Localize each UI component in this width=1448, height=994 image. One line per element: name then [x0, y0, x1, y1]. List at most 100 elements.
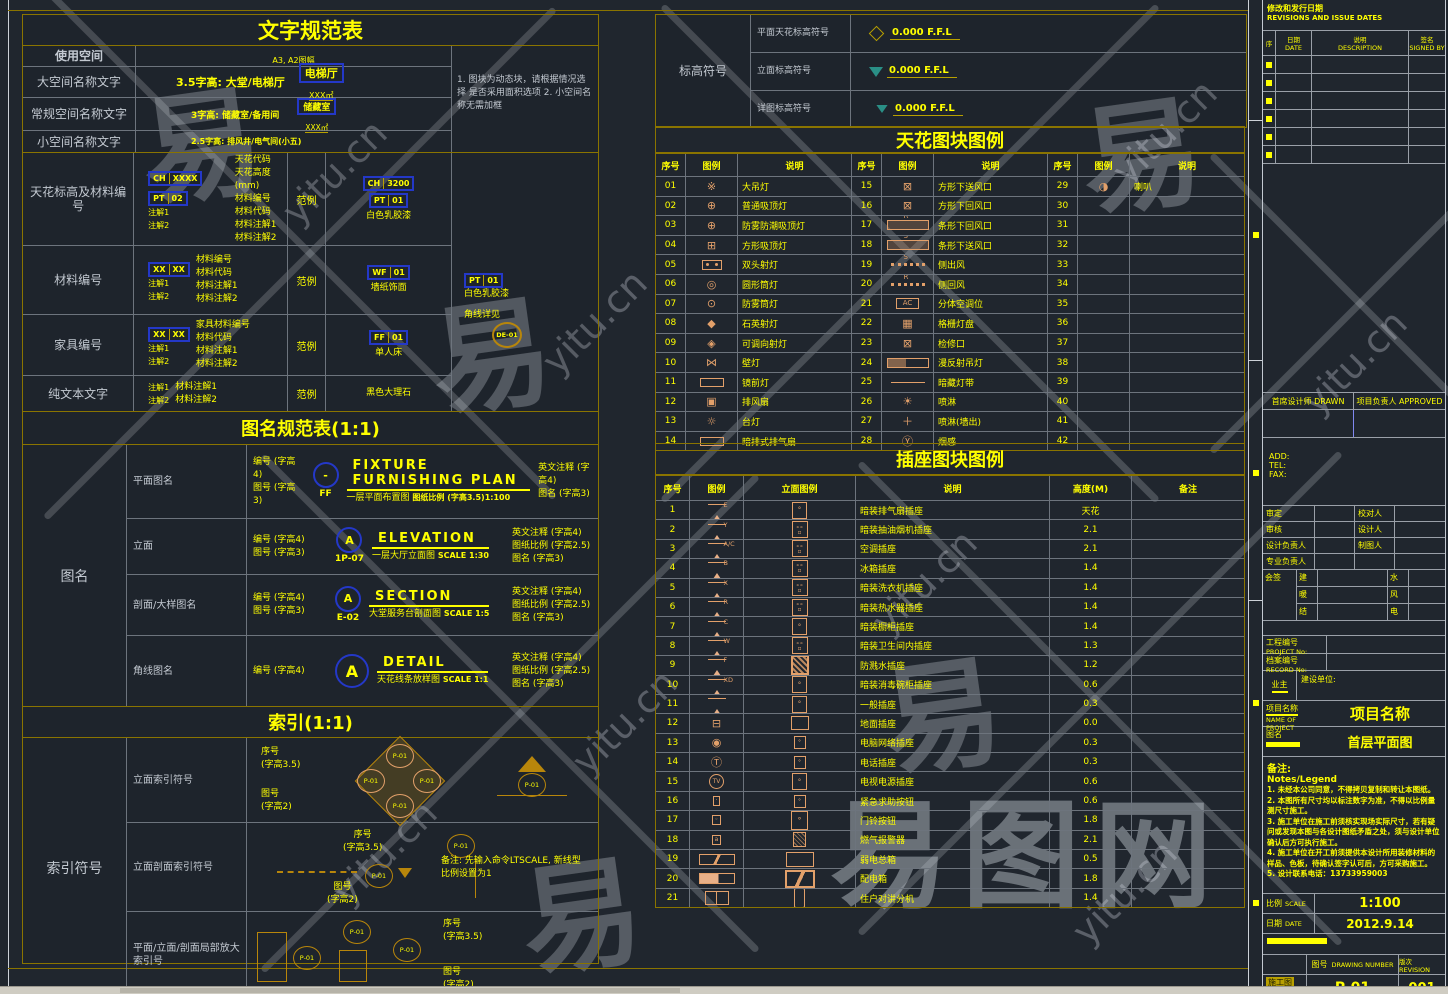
legend-number: 41: [1048, 412, 1078, 431]
socket-elevation-cell: [744, 656, 856, 675]
legend-description: [1130, 393, 1244, 412]
legend-description: 大吊灯: [738, 177, 852, 196]
code-sample: WF 01 墙纸饰面: [326, 246, 451, 314]
legend-symbol-icon: Ⓨ: [902, 434, 913, 448]
legend-symbol-cell: [1078, 372, 1130, 392]
socket-height: 0.5: [1050, 850, 1132, 869]
ceiling-legend-header: 说明: [1177, 161, 1196, 172]
legend-symbol-icon: ⊕: [706, 199, 717, 213]
code-diagram: 注解1 注解2 材料注解1 材料注解2: [148, 381, 217, 405]
legend-description: 台灯: [738, 412, 852, 431]
drawing-title-label: 图名: [1266, 730, 1282, 739]
ceiling-legend-row: 04 ⊞ 方形吸顶灯 18 S 条形下送风口 32: [656, 235, 1244, 256]
figure-cat-label: 平面图名: [127, 445, 247, 518]
socket-remark: [1132, 753, 1244, 771]
ac-unit-icon: AC: [895, 298, 920, 310]
code-sample: 黑色大理石: [326, 376, 451, 411]
figure-badge: A: [336, 527, 363, 553]
legend-description: 喷淋: [934, 392, 1048, 412]
socket-description: 暗装洗衣机插座: [856, 578, 1050, 597]
figure-right-label: 图名 (字高3): [512, 678, 564, 689]
row-label: 天花标高及材料编号: [23, 153, 135, 245]
ceiling-legend-header: 说明: [738, 154, 852, 176]
socket-legend-header: 备注: [1178, 484, 1197, 495]
fig-size: (字高2): [261, 802, 292, 812]
code-spec-row: 材料编号 XX XX 注解1 注解2 材料编号 材料代码 材料注解1 材料注解2 范例 WF 01 墙…: [23, 246, 451, 315]
linear-diffuser-icon: S: [886, 236, 929, 251]
ceiling-legend-row: 02 ⊕ 普通吸顶灯 16 ⊠ 方形下回风口 30: [656, 196, 1244, 217]
horizontal-scrollbar[interactable]: [0, 986, 1448, 994]
socket-height: 1.4: [1050, 617, 1132, 636]
leader-label: 材料编号: [195, 255, 232, 265]
socket-height: 1.8: [1050, 811, 1132, 830]
scrollbar-thumb[interactable]: [120, 988, 680, 993]
fig-size: (字高2): [327, 895, 358, 905]
distribution-box-icon: [698, 873, 735, 885]
legend-symbol-cell: ※: [686, 177, 738, 196]
ceiling-legend-header: 图例: [686, 154, 738, 176]
socket-height: 0.0: [1050, 714, 1132, 733]
socket-plan-cell: X: [690, 578, 744, 597]
figure-right-label: 图名 (字高3): [538, 489, 590, 499]
legend-symbol-cell: [1078, 353, 1130, 372]
legend-description: 壁灯: [738, 353, 852, 372]
personnel-row: 审核 设计人: [1263, 522, 1445, 538]
code-sample: FF 01 单人床: [326, 315, 451, 375]
leader-label: 家具材料编号: [195, 320, 250, 330]
fig-label: 图号: [333, 882, 352, 892]
side-sample-column: PT 01 白色乳胶漆 角线详见 DE-01: [451, 153, 598, 411]
socket-legend-row: 12 ⊟ 地面插座 0.0: [656, 714, 1244, 734]
leader-label: 材料代码: [195, 268, 232, 278]
intercom-icon: [704, 891, 729, 905]
socket-legend-row: 18 a 燃气报警器 2.1: [656, 830, 1244, 851]
ceiling-legend-row: 14 暗排式排气扇 28 Ⓨ 烟感 42: [656, 431, 1244, 451]
socket-legend-row: 9 F 防溅水插座 1.2: [656, 656, 1244, 676]
legend-symbol-icon: ⊟: [711, 716, 722, 730]
socket-description: 暗装排气扇插座: [856, 501, 1050, 520]
legend-number: 31: [1048, 216, 1078, 235]
legend-description: 圆形筒灯: [738, 274, 852, 294]
scale-value: 1:100: [1359, 896, 1401, 911]
ceiling-legend-header: 序号: [656, 154, 686, 176]
sample-text: 白色乳胶漆: [366, 210, 412, 221]
legend-symbol-cell: ☀: [882, 392, 934, 412]
level-value: 0.000 F.F.L: [893, 103, 963, 116]
code-sample: CH 3200 PT 01 白色乳胶漆: [326, 153, 451, 245]
socket-remark: [1132, 869, 1244, 887]
index-marker-number: P-01: [357, 769, 385, 793]
ceiling-legend-row: 07 ⊙ 防雾筒灯 21 AC 分体空调位 35: [656, 294, 1244, 315]
weak-current-box-icon: [698, 853, 735, 865]
socket-plan-cell: W: [690, 636, 744, 656]
legend-symbol-icon: ⊠: [902, 336, 913, 350]
seq-label: 序号: [443, 919, 462, 929]
legend-symbol-cell: ⊠: [882, 177, 934, 196]
legend-description: [1130, 295, 1244, 314]
project-no-label: 工程编号: [1266, 638, 1298, 647]
figure-name-row: 剖面/大样图名 编号 (字高4) 图号 (字高3) A E-02 SECTION 大堂服务台…: [127, 575, 598, 636]
legend-symbol-cell: [882, 353, 934, 372]
leader-label: 材料注解1: [175, 381, 217, 392]
legend-symbol-icon: ◎: [706, 277, 717, 291]
socket-elevation-cell: ∘∘ ▫: [744, 578, 856, 597]
drawing-number-label-en: DRAWING NUMBER: [1331, 960, 1394, 969]
circle-label-icon: TV: [709, 774, 724, 790]
socket-plan-cell: ◉: [690, 733, 744, 753]
ceiling-legend-row: 13 ☼ 台灯 27 ＋ 喷淋(墙出) 41: [656, 412, 1244, 432]
legend-number: 11: [656, 372, 686, 392]
socket-description: 暗装卫生间内插座: [856, 636, 1050, 656]
socket-remark: [1132, 714, 1244, 732]
elevation-level-symbol: [869, 66, 883, 77]
project-no-en: PROJECT No:: [1266, 648, 1308, 656]
scale-label: 比例: [1266, 899, 1282, 908]
revision-header: 序: [1263, 31, 1276, 55]
revision-column-label: 版次 REVISION: [1399, 957, 1431, 974]
legend-description: 烟感: [934, 431, 1048, 451]
socket-description: 燃气报警器: [856, 830, 1050, 850]
socket-number: 20: [656, 869, 690, 888]
index-marker-number: P-01: [293, 946, 321, 970]
socket-plan-cell: Ⓣ: [690, 753, 744, 772]
legend-symbol-icon: ☼: [706, 414, 717, 428]
index-marker-number: P-01: [386, 794, 414, 818]
ceiling-legend-header: 图例: [882, 154, 934, 176]
legend-symbol-cell: [1078, 333, 1130, 353]
